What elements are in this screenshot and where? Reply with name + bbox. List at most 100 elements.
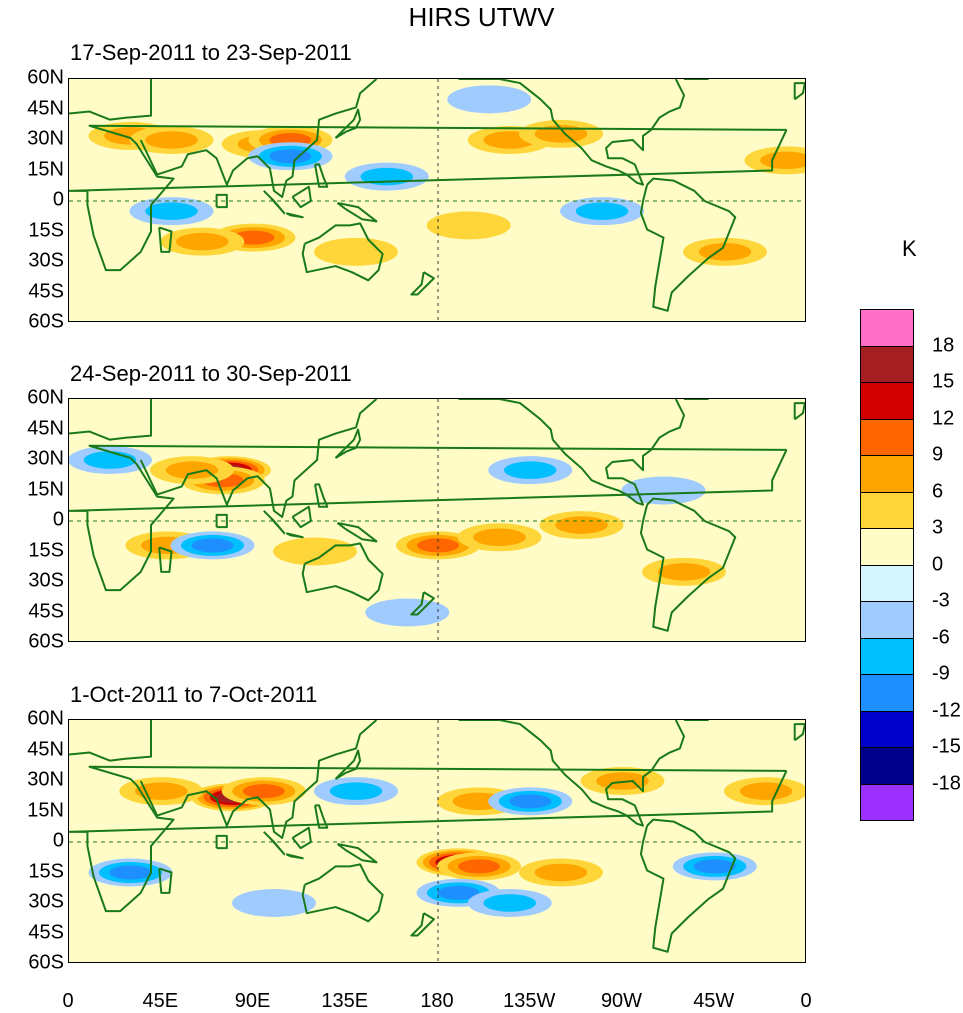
map-panel-3	[68, 719, 806, 963]
anomaly-blob	[621, 476, 706, 505]
coastline	[336, 202, 378, 223]
colorbar-label: 9	[932, 443, 944, 466]
colorbar-label: 12	[932, 407, 955, 429]
coastline	[639, 177, 737, 312]
coastline	[314, 804, 329, 829]
anomaly-blob	[555, 516, 608, 534]
anomaly-blob	[596, 772, 649, 790]
coastline	[291, 185, 312, 209]
coastline	[793, 82, 805, 101]
coastline	[291, 505, 312, 529]
coastline	[334, 749, 362, 780]
colorbar-label: -15	[932, 735, 961, 758]
y-tick-label: 30N	[27, 127, 64, 150]
colorbar-swatch	[860, 418, 914, 456]
y-tick-label: 30S	[28, 249, 64, 272]
panel-title: 24-Sep-2011 to 30-Sep-2011	[70, 361, 352, 386]
anomaly-blob	[417, 538, 459, 553]
y-tick-label: 15S	[28, 219, 64, 241]
coastline	[793, 723, 805, 742]
anomaly-blob	[534, 863, 588, 882]
anomaly-blob	[473, 528, 526, 547]
colorbar-label: 18	[932, 334, 955, 356]
coastline	[291, 826, 312, 850]
colorbar-label: -12	[932, 699, 961, 721]
anomaly-blob	[269, 149, 312, 164]
colorbar-label: -3	[932, 589, 950, 612]
heatmap-svg	[69, 399, 805, 641]
coastline	[639, 497, 737, 632]
map-panel-1	[68, 78, 806, 322]
anomaly-blob	[273, 537, 357, 566]
colorbar-swatch	[860, 455, 914, 493]
y-tick-label: 30S	[28, 890, 64, 913]
x-tick-label: 135E	[321, 990, 369, 1012]
y-tick-label: 60S	[28, 951, 64, 974]
coastline	[410, 271, 435, 296]
y-tick-label: 45N	[27, 738, 64, 760]
coastline	[139, 79, 378, 198]
anomaly-blob	[232, 889, 316, 917]
coastline	[69, 79, 152, 121]
coastline	[263, 510, 286, 535]
y-tick-label: 45S	[28, 921, 64, 943]
anomaly-blob	[458, 859, 500, 874]
y-tick-label: 60S	[28, 630, 64, 653]
y-tick-label: 60S	[28, 310, 64, 333]
y-tick-label: 0	[52, 188, 64, 211]
colorbar-label: -18	[932, 772, 961, 794]
anomaly-blob	[109, 865, 152, 880]
colorbar-swatch	[860, 528, 914, 566]
colorbar-label: 3	[932, 516, 944, 539]
colorbar-unit-label: K	[902, 236, 917, 261]
coastline	[158, 546, 173, 573]
heatmap-svg	[69, 720, 805, 962]
anomaly-blob	[447, 85, 532, 114]
heatmap-svg	[69, 79, 805, 321]
colorbar-swatch	[860, 747, 914, 785]
anomaly-blob	[329, 782, 383, 800]
x-tick-label: 180	[420, 990, 454, 1012]
coastline	[458, 399, 685, 506]
coastline	[263, 190, 286, 215]
coastline	[215, 513, 228, 529]
y-tick-label: 60N	[27, 386, 64, 409]
coastline	[263, 831, 286, 856]
coastline	[639, 818, 737, 953]
anomaly-blob	[191, 538, 234, 553]
coastline	[215, 193, 228, 209]
coastline	[69, 720, 152, 762]
coastline	[793, 402, 805, 421]
colorbar-swatch	[860, 564, 914, 602]
colorbar-swatch	[860, 382, 914, 420]
x-tick-label: 45E	[142, 990, 179, 1012]
anomaly-blob	[698, 243, 752, 261]
colorbar-label: 6	[932, 480, 944, 502]
coastline	[334, 428, 362, 459]
coastline	[314, 483, 329, 508]
y-tick-label: 45N	[27, 417, 64, 439]
colorbar-label: -9	[932, 662, 950, 685]
x-tick-label: 45W	[693, 990, 735, 1012]
coastline	[314, 163, 329, 188]
coastline	[336, 843, 378, 864]
coastline	[215, 834, 228, 850]
coastline	[158, 226, 173, 253]
coastline	[458, 720, 685, 827]
anomaly-blob	[83, 451, 137, 469]
coastline	[410, 912, 435, 937]
coastline	[334, 108, 362, 139]
anomaly-blob	[575, 202, 629, 220]
anomaly-blob	[365, 598, 450, 627]
coastline	[285, 532, 304, 539]
colorbar-swatch	[860, 601, 914, 639]
y-tick-label: 30N	[27, 768, 64, 791]
anomaly-blob	[242, 784, 285, 799]
x-tick-label: 135W	[503, 990, 556, 1012]
y-tick-label: 30S	[28, 569, 64, 592]
anomaly-blob	[176, 232, 229, 251]
anomaly-blob	[739, 782, 793, 800]
coastline	[139, 720, 378, 839]
y-tick-label: 30N	[27, 447, 64, 470]
y-tick-label: 0	[52, 829, 64, 852]
